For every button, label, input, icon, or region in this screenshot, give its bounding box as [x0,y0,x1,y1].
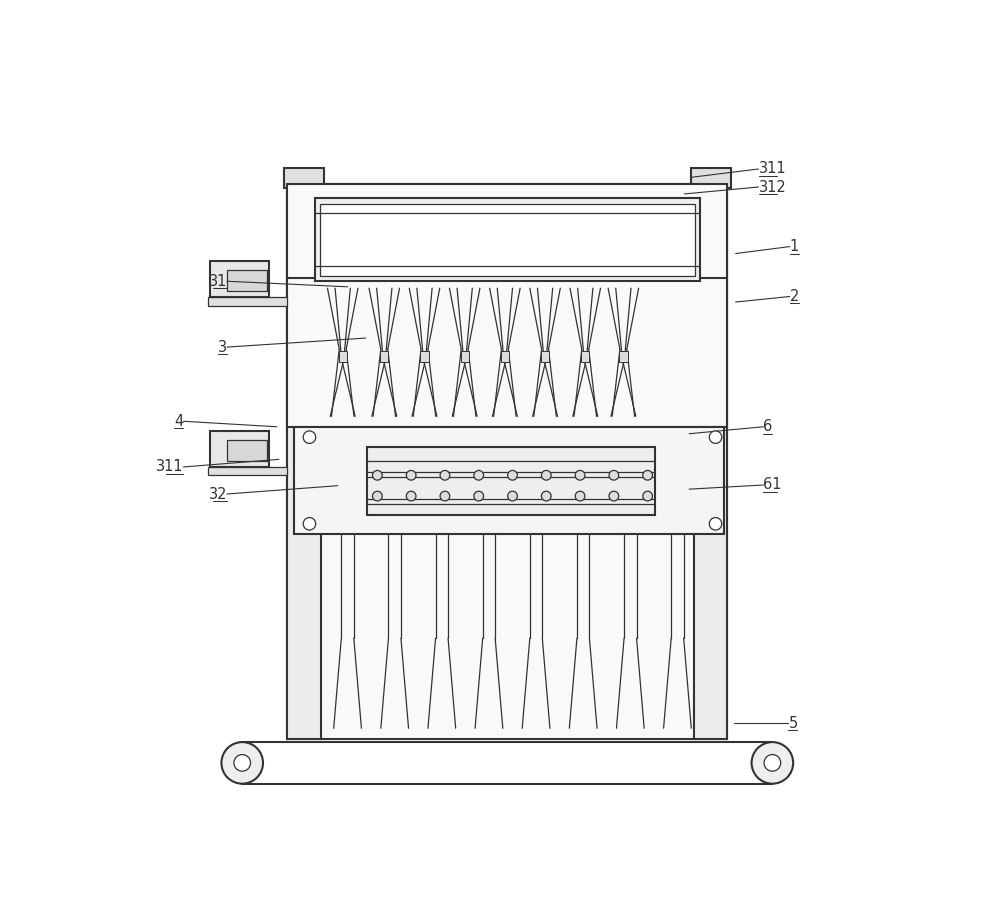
Circle shape [752,742,793,784]
Circle shape [373,491,382,501]
Text: 61: 61 [763,478,782,492]
Circle shape [406,491,416,501]
Bar [380,351,388,363]
Bar [541,351,549,363]
Bar [694,184,727,739]
Text: 312: 312 [759,179,786,194]
Bar [208,297,287,305]
Text: 311: 311 [156,460,183,474]
Bar [284,168,324,188]
Circle shape [474,491,484,501]
Circle shape [373,471,382,480]
Text: 32: 32 [208,487,227,501]
Circle shape [406,471,416,480]
Bar [294,427,724,535]
Bar [210,431,269,467]
Circle shape [440,471,450,480]
Circle shape [575,491,585,501]
Bar [287,184,321,739]
Bar [287,184,727,739]
Circle shape [609,491,619,501]
Text: 5: 5 [788,716,798,731]
Bar [501,351,509,363]
Circle shape [474,471,484,480]
Circle shape [643,471,652,480]
Text: 2: 2 [790,289,799,304]
Bar [210,261,269,297]
Text: 3: 3 [218,339,227,355]
Bar [367,447,655,515]
Circle shape [508,491,517,501]
Bar [339,351,347,363]
Circle shape [643,491,652,501]
Circle shape [221,742,263,784]
Bar [619,351,628,363]
Bar [315,198,700,281]
Text: 31: 31 [209,274,227,289]
Circle shape [234,754,251,771]
Bar [320,203,695,275]
Circle shape [508,471,517,480]
Bar [420,351,429,363]
Circle shape [709,431,722,444]
Bar [208,467,287,475]
Circle shape [541,491,551,501]
Circle shape [303,431,316,444]
Circle shape [440,491,450,501]
Circle shape [541,471,551,480]
Text: 6: 6 [763,419,773,435]
Bar [227,270,267,291]
Text: 1: 1 [790,239,799,254]
Circle shape [303,518,316,530]
Bar [691,168,731,188]
Bar [461,351,469,363]
Bar [227,440,267,461]
Circle shape [709,518,722,530]
Circle shape [609,471,619,480]
Circle shape [575,471,585,480]
Bar [287,184,727,427]
Text: 311: 311 [759,161,786,176]
Bar [581,351,589,363]
Text: 4: 4 [174,414,183,428]
Circle shape [764,754,781,771]
